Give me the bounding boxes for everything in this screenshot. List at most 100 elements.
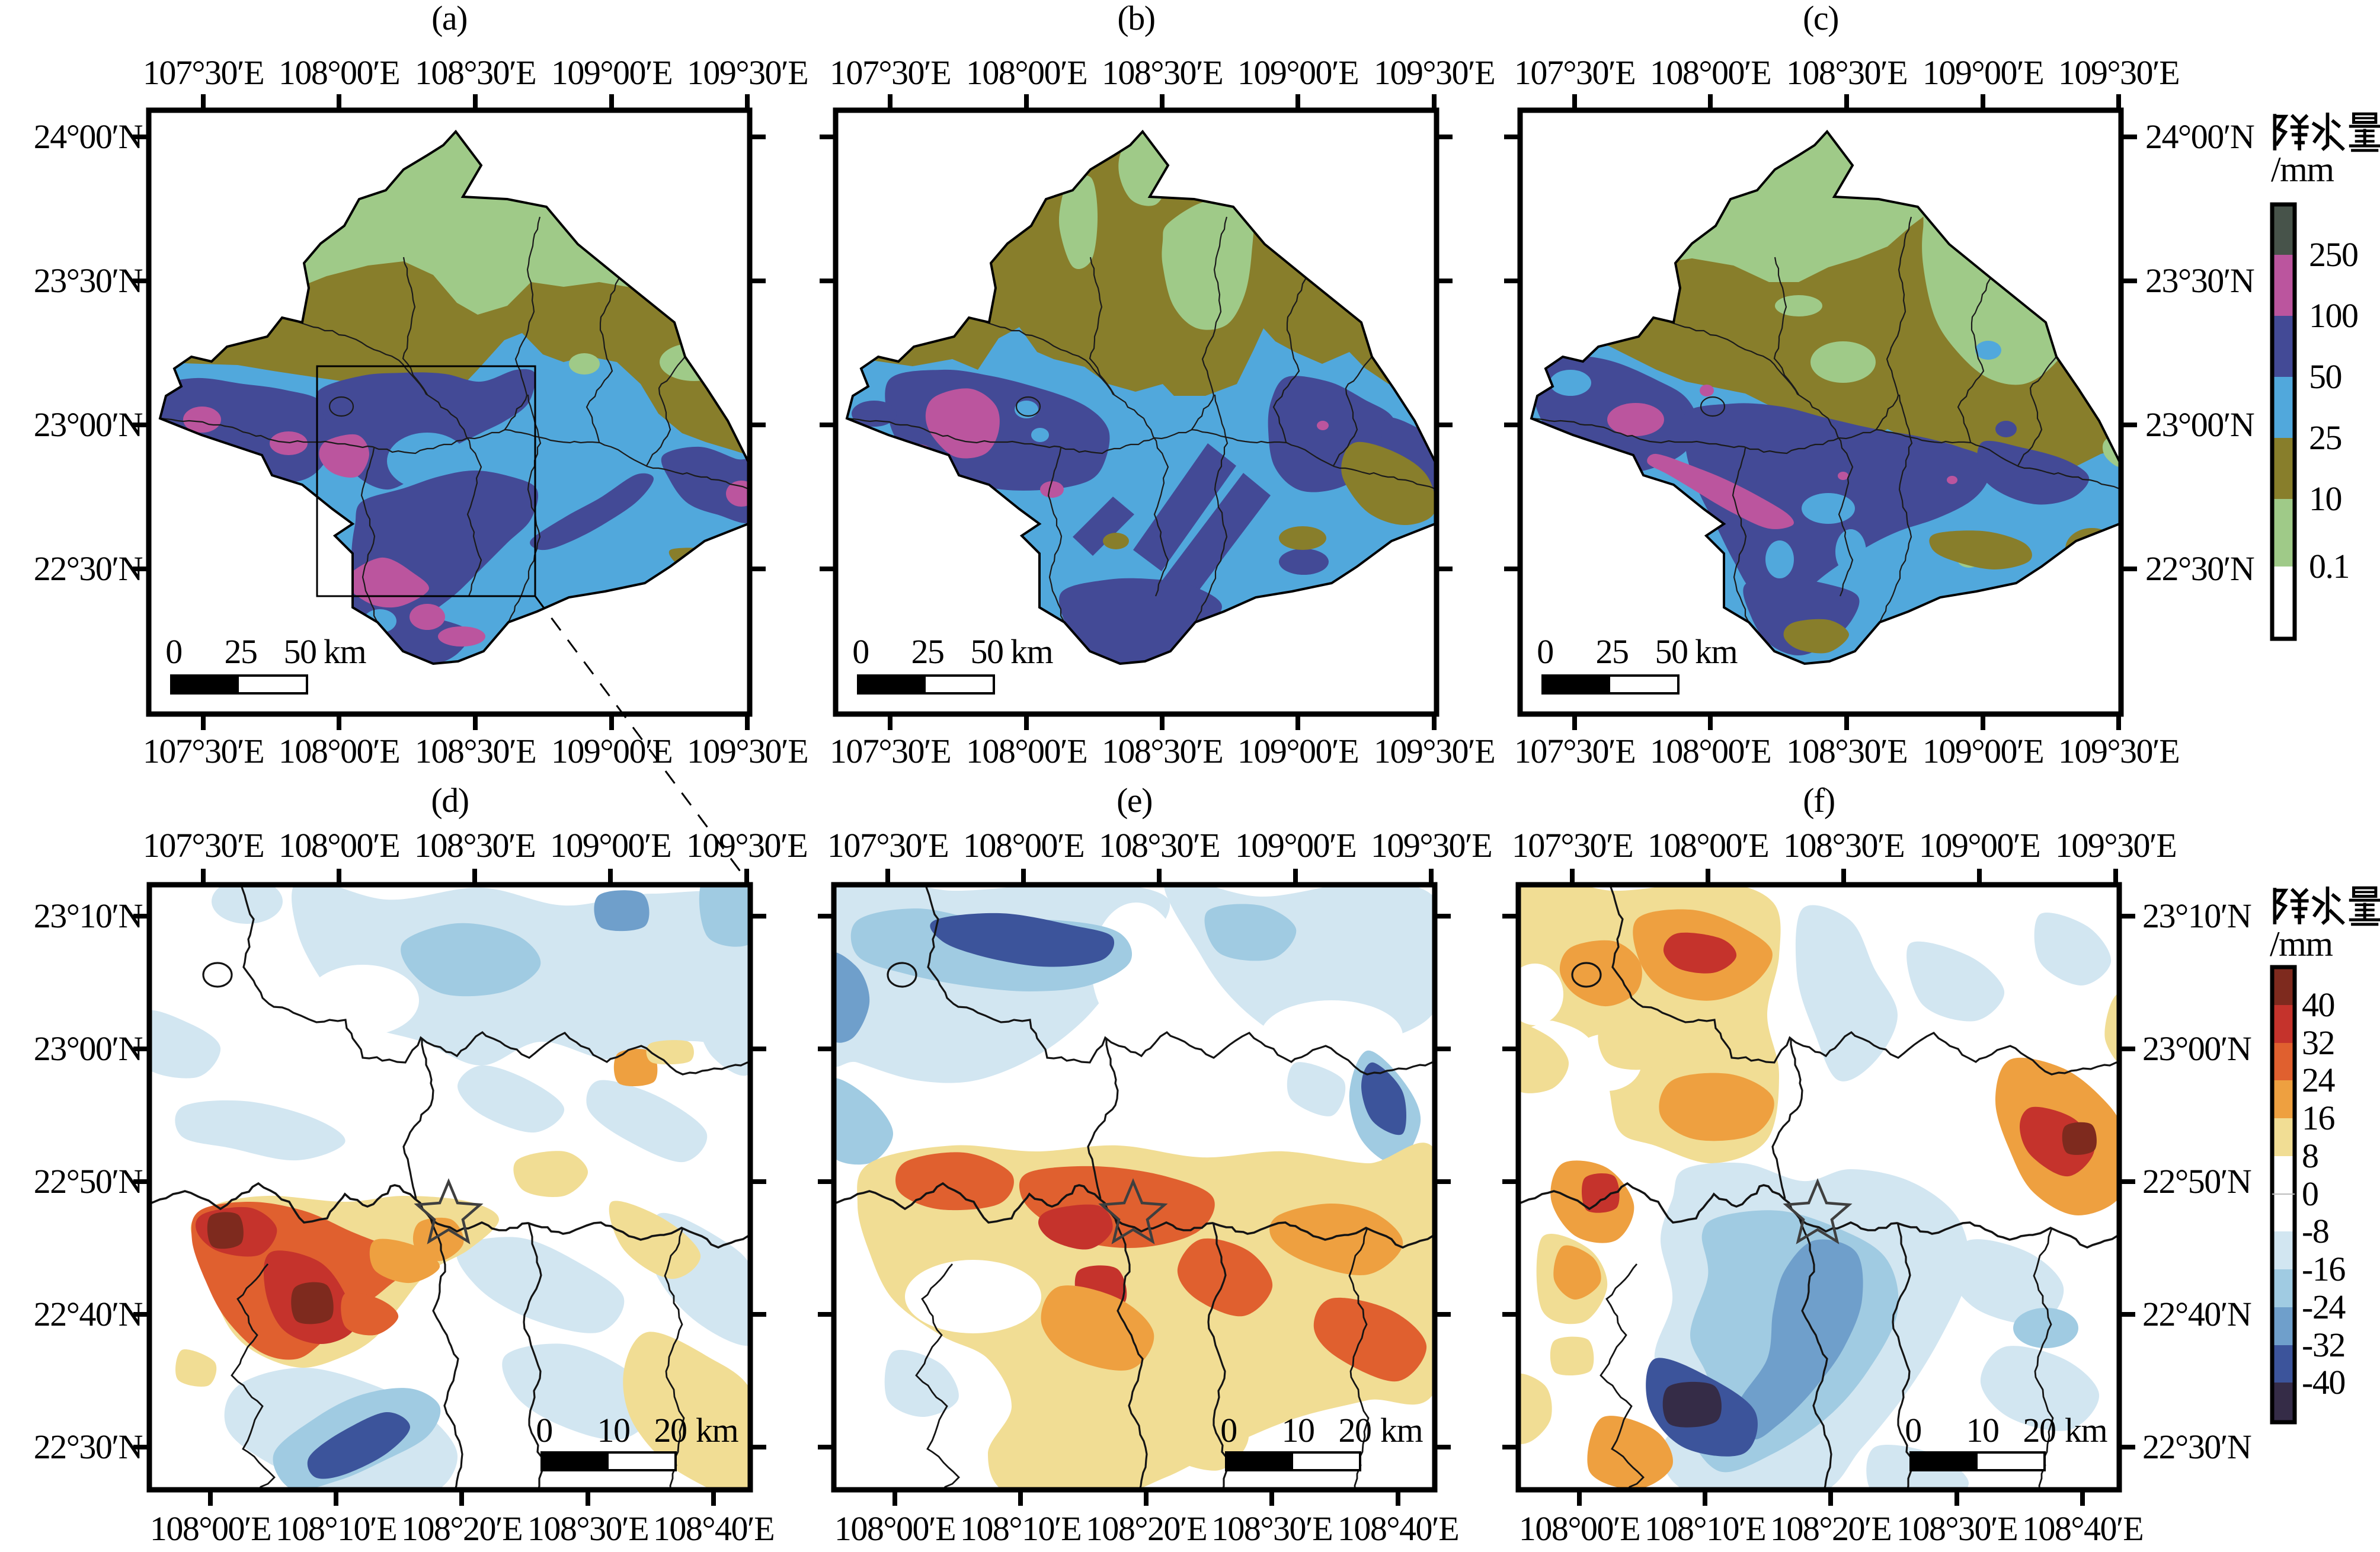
svg-text:108°20′E: 108°20′E	[1770, 1509, 1891, 1548]
svg-text:25: 25	[911, 632, 944, 671]
svg-text:108°30′E: 108°30′E	[527, 1509, 648, 1548]
svg-text:108°30′E: 108°30′E	[1102, 53, 1223, 92]
svg-text:108°00′E: 108°00′E	[966, 53, 1087, 92]
svg-text:109°00′E: 109°00′E	[1922, 53, 2043, 92]
svg-text:(f): (f)	[1803, 781, 1834, 820]
svg-text:(a): (a)	[431, 0, 467, 37]
svg-text:-40: -40	[2302, 1363, 2345, 1401]
svg-text:25: 25	[1596, 632, 1629, 671]
svg-text:109°30′E: 109°30′E	[2058, 53, 2179, 92]
svg-text:107°30′E: 107°30′E	[830, 732, 951, 770]
svg-text:23°30′N: 23°30′N	[2145, 261, 2254, 300]
svg-text:20: 20	[1339, 1411, 1371, 1449]
svg-text:250: 250	[2309, 235, 2358, 274]
svg-text:10: 10	[1966, 1411, 1999, 1449]
svg-text:108°00′E: 108°00′E	[279, 732, 399, 770]
svg-text:109°00′E: 109°00′E	[551, 732, 672, 770]
svg-text:0: 0	[1220, 1411, 1237, 1449]
svg-text:109°30′E: 109°30′E	[2055, 826, 2176, 865]
svg-text:10: 10	[2309, 479, 2341, 518]
svg-text:50: 50	[284, 632, 316, 671]
svg-text:22°50′N: 22°50′N	[2142, 1162, 2251, 1201]
svg-text:km: km	[1010, 632, 1054, 671]
svg-text:8: 8	[2302, 1137, 2318, 1175]
svg-text:10: 10	[597, 1411, 630, 1449]
svg-text:0: 0	[536, 1411, 552, 1449]
svg-text:109°30′E: 109°30′E	[1371, 826, 1492, 865]
svg-text:-24: -24	[2302, 1288, 2346, 1326]
svg-text:40: 40	[2302, 985, 2334, 1024]
svg-text:23°00′N: 23°00′N	[2142, 1029, 2251, 1068]
svg-text:km: km	[1695, 632, 1738, 671]
svg-text:25: 25	[225, 632, 257, 671]
svg-text:km: km	[324, 632, 367, 671]
svg-text:108°00′E: 108°00′E	[834, 1509, 955, 1548]
svg-text:109°00′E: 109°00′E	[551, 53, 672, 92]
svg-text:107°30′E: 107°30′E	[830, 53, 951, 92]
svg-text:107°30′E: 107°30′E	[143, 732, 264, 770]
svg-text:108°30′E: 108°30′E	[415, 53, 536, 92]
svg-text:109°00′E: 109°00′E	[1235, 826, 1356, 865]
svg-text:108°20′E: 108°20′E	[401, 1509, 522, 1548]
svg-text:km: km	[696, 1411, 739, 1449]
svg-text:108°30′E: 108°30′E	[415, 732, 536, 770]
svg-text:108°30′E: 108°30′E	[1896, 1509, 2017, 1548]
svg-text:109°00′E: 109°00′E	[1237, 732, 1358, 770]
svg-text:107°30′E: 107°30′E	[143, 826, 264, 865]
svg-text:23°30′N: 23°30′N	[34, 261, 143, 300]
svg-text:109°30′E: 109°30′E	[687, 53, 808, 92]
svg-text:20: 20	[654, 1411, 687, 1449]
svg-text:23°00′N: 23°00′N	[34, 1029, 143, 1068]
svg-text:109°30′E: 109°30′E	[686, 826, 807, 865]
svg-text:/mm: /mm	[2270, 924, 2333, 964]
svg-text:109°00′E: 109°00′E	[550, 826, 671, 865]
svg-text:32: 32	[2302, 1023, 2334, 1062]
svg-text:0: 0	[165, 632, 182, 671]
svg-text:109°30′E: 109°30′E	[2058, 732, 2179, 770]
svg-text:108°00′E: 108°00′E	[1650, 732, 1771, 770]
svg-text:22°40′N: 22°40′N	[2142, 1295, 2251, 1333]
svg-text:-16: -16	[2302, 1250, 2345, 1288]
svg-text:108°30′E: 108°30′E	[1786, 53, 1907, 92]
svg-text:22°50′N: 22°50′N	[34, 1162, 143, 1201]
svg-text:100: 100	[2309, 296, 2358, 335]
svg-text:107°30′E: 107°30′E	[1514, 53, 1635, 92]
svg-text:108°00′E: 108°00′E	[966, 732, 1087, 770]
svg-text:/mm: /mm	[2271, 150, 2334, 189]
svg-text:(c): (c)	[1803, 0, 1838, 37]
svg-text:108°30′E: 108°30′E	[414, 826, 535, 865]
svg-text:108°30′E: 108°30′E	[1211, 1509, 1332, 1548]
svg-text:22°30′N: 22°30′N	[34, 1428, 143, 1466]
svg-text:22°30′N: 22°30′N	[2142, 1428, 2251, 1466]
svg-text:20: 20	[2023, 1411, 2056, 1449]
svg-text:107°30′E: 107°30′E	[1512, 826, 1633, 865]
svg-text:108°30′E: 108°30′E	[1099, 826, 1220, 865]
svg-text:109°30′E: 109°30′E	[1374, 732, 1495, 770]
svg-text:108°10′E: 108°10′E	[1645, 1509, 1765, 1548]
svg-text:50: 50	[1655, 632, 1688, 671]
svg-text:108°40′E: 108°40′E	[1338, 1509, 1458, 1548]
svg-text:22°40′N: 22°40′N	[34, 1295, 143, 1333]
svg-text:24°00′N: 24°00′N	[2145, 117, 2254, 156]
svg-text:107°30′E: 107°30′E	[1514, 732, 1635, 770]
svg-text:24: 24	[2302, 1061, 2336, 1099]
svg-text:108°00′E: 108°00′E	[1650, 53, 1771, 92]
svg-text:109°00′E: 109°00′E	[1237, 53, 1358, 92]
svg-text:108°00′E: 108°00′E	[150, 1509, 271, 1548]
svg-text:22°30′N: 22°30′N	[2145, 549, 2254, 588]
svg-text:23°00′N: 23°00′N	[2145, 405, 2254, 444]
svg-text:108°40′E: 108°40′E	[653, 1509, 774, 1548]
svg-text:0.1: 0.1	[2309, 547, 2349, 585]
svg-text:108°30′E: 108°30′E	[1786, 732, 1907, 770]
svg-text:108°00′E: 108°00′E	[279, 53, 399, 92]
svg-text:108°00′E: 108°00′E	[1648, 826, 1768, 865]
svg-text:(b): (b)	[1117, 0, 1154, 37]
svg-text:0: 0	[852, 632, 869, 671]
svg-text:108°10′E: 108°10′E	[960, 1509, 1081, 1548]
svg-text:108°40′E: 108°40′E	[2022, 1509, 2143, 1548]
svg-text:(d): (d)	[431, 781, 468, 820]
svg-text:109°30′E: 109°30′E	[687, 732, 808, 770]
svg-text:km: km	[1380, 1411, 1423, 1449]
svg-text:10: 10	[1282, 1411, 1314, 1449]
svg-text:-32: -32	[2302, 1326, 2345, 1364]
